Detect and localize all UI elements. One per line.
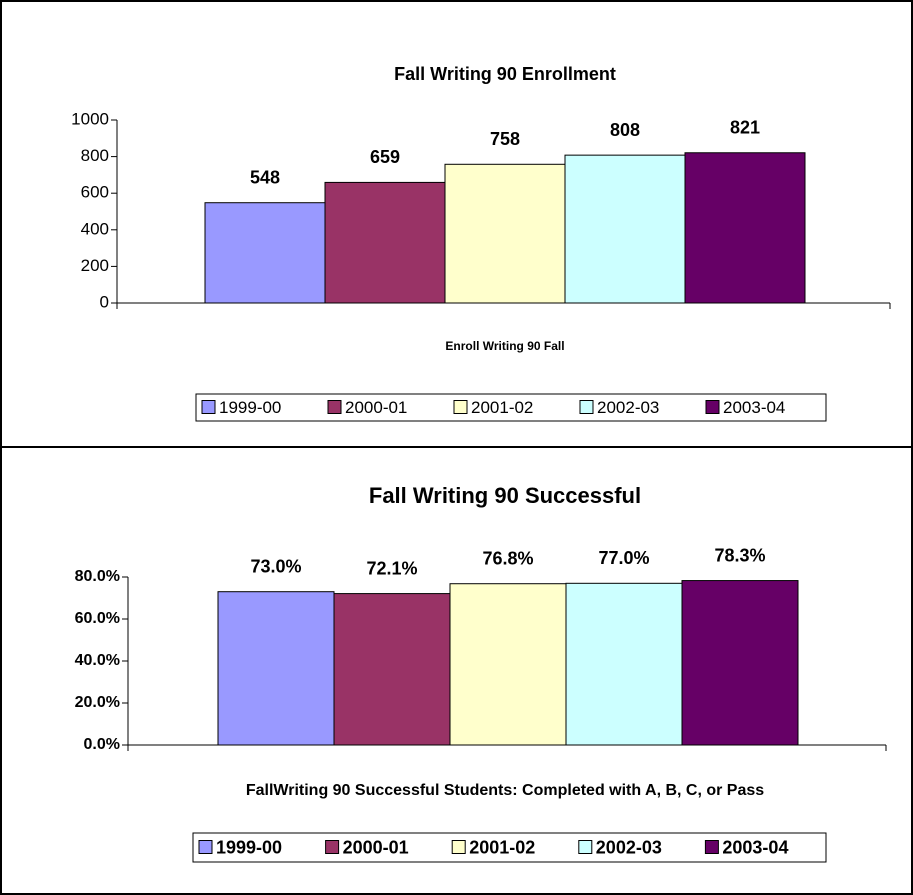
y-tick-label: 40.0% bbox=[75, 652, 120, 669]
legend-label: 2003-04 bbox=[722, 837, 788, 857]
y-tick-label: 60.0% bbox=[75, 610, 120, 627]
value-label: 659 bbox=[370, 147, 400, 167]
chart-title: Fall Writing 90 Enrollment bbox=[394, 64, 616, 84]
bar bbox=[565, 582, 683, 746]
legend-swatch bbox=[705, 400, 720, 414]
value-label: 808 bbox=[610, 120, 640, 140]
legend-box bbox=[195, 393, 827, 422]
legend-box bbox=[192, 832, 827, 863]
value-label: 76.8% bbox=[482, 548, 533, 568]
legend-swatch bbox=[325, 840, 340, 854]
value-label: 77.0% bbox=[598, 548, 649, 568]
legend-label: 2002-03 bbox=[596, 837, 662, 857]
value-label: 758 bbox=[490, 129, 520, 149]
legend-swatch bbox=[198, 840, 213, 854]
legend-swatch bbox=[578, 840, 593, 854]
bar bbox=[217, 591, 335, 746]
legend-label: 2001-02 bbox=[469, 837, 535, 857]
y-tick-label: 1000 bbox=[71, 109, 109, 128]
y-tick-label: 200 bbox=[81, 256, 109, 275]
y-tick-label: 0.0% bbox=[84, 736, 120, 753]
chart-title: Fall Writing 90 Successful bbox=[369, 483, 641, 508]
legend-swatch bbox=[327, 400, 342, 414]
bar bbox=[564, 154, 686, 304]
legend-label: 1999-00 bbox=[219, 398, 281, 417]
legend-label: 2000-01 bbox=[345, 398, 407, 417]
value-label: 548 bbox=[250, 167, 280, 187]
bar bbox=[204, 202, 326, 304]
legend-label: 2002-03 bbox=[597, 398, 659, 417]
bar bbox=[449, 583, 567, 746]
legend-label: 1999-00 bbox=[216, 837, 282, 857]
legend-swatch bbox=[201, 400, 216, 414]
value-label: 821 bbox=[730, 118, 760, 138]
value-label: 78.3% bbox=[714, 545, 765, 565]
legend-swatch bbox=[453, 400, 468, 414]
y-tick-label: 0 bbox=[100, 292, 109, 311]
x-axis-label: Enroll Writing 90 Fall bbox=[445, 339, 564, 353]
value-label: 73.0% bbox=[250, 556, 301, 576]
x-axis-label: FallWriting 90 Successful Students: Comp… bbox=[246, 782, 764, 799]
legend-swatch bbox=[451, 840, 466, 854]
value-label: 72.1% bbox=[366, 558, 417, 578]
bar bbox=[684, 152, 806, 304]
legend-swatch bbox=[704, 840, 719, 854]
legend-label: 2003-04 bbox=[723, 398, 785, 417]
bar bbox=[333, 593, 451, 746]
y-tick-label: 400 bbox=[81, 219, 109, 238]
legend-label: 2001-02 bbox=[471, 398, 533, 417]
y-tick-label: 20.0% bbox=[75, 694, 120, 711]
legend-swatch bbox=[579, 400, 594, 414]
legend-label: 2000-01 bbox=[343, 837, 409, 857]
y-tick-label: 600 bbox=[81, 183, 109, 202]
y-tick-label: 80.0% bbox=[75, 568, 120, 585]
y-tick-label: 800 bbox=[81, 146, 109, 165]
bar bbox=[324, 181, 446, 304]
bar bbox=[681, 580, 799, 746]
bar bbox=[444, 163, 566, 304]
